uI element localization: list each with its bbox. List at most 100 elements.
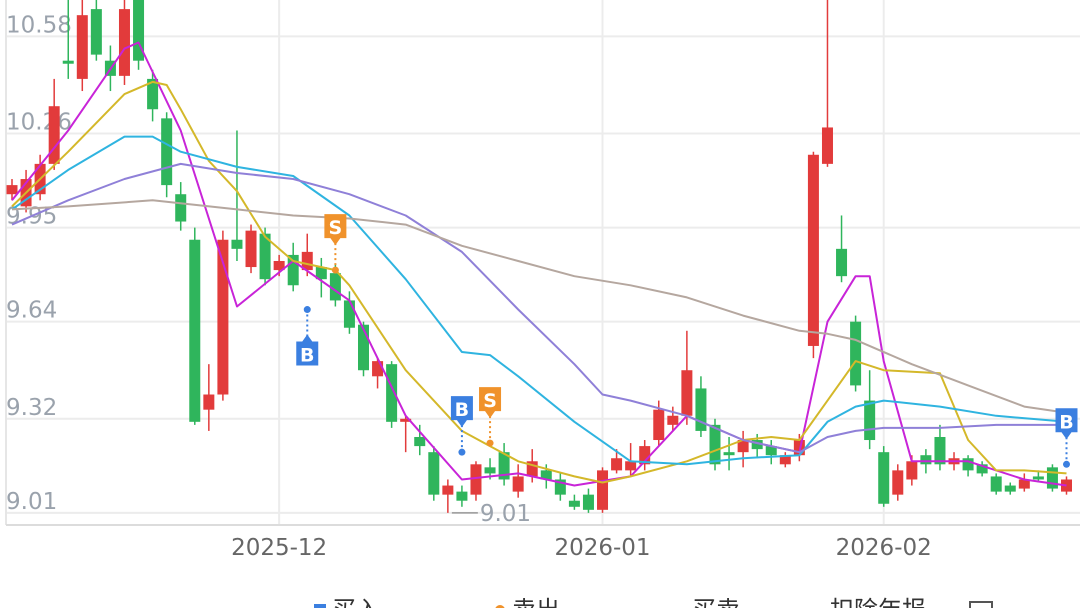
marker-label: B [300, 345, 314, 367]
average-line [11, 80, 1067, 484]
trade-marker: S [479, 387, 502, 447]
legend-label: 买卖 [692, 596, 740, 608]
candle-body [878, 452, 890, 504]
candle [1061, 476, 1072, 495]
legend-label: 扣除年报 [830, 596, 926, 608]
candle-body [526, 461, 538, 477]
candle-body [1004, 485, 1016, 492]
candle [287, 242, 299, 292]
marker-dot [331, 266, 339, 274]
candle [161, 112, 173, 198]
marker-badge [479, 387, 502, 419]
average-line [11, 41, 1067, 487]
candle-body [442, 485, 454, 495]
candle-body [779, 455, 791, 465]
candle-body [6, 185, 18, 195]
legend-item: 买卖 [692, 596, 740, 608]
candle-body [962, 458, 974, 471]
grid-layer [6, 0, 1080, 525]
candle-body [1061, 479, 1072, 492]
average-line [11, 135, 1067, 466]
candle [442, 479, 454, 513]
candle [203, 364, 215, 431]
candle [6, 179, 18, 201]
candle [611, 449, 623, 474]
candle [20, 169, 32, 213]
candle-body [737, 440, 749, 453]
candle [878, 446, 890, 507]
y-tick-label: 10.26 [6, 110, 72, 136]
candle [934, 424, 946, 471]
candle-body [133, 0, 145, 61]
candle [639, 440, 651, 471]
candle [414, 424, 426, 456]
candle-body [807, 154, 819, 346]
candle [864, 370, 876, 450]
candle-body [217, 239, 229, 395]
marker-label: S [329, 217, 343, 239]
marker-badge [1055, 408, 1078, 440]
candle [681, 330, 693, 425]
legend-icon [314, 604, 326, 608]
candle-body [484, 467, 496, 474]
candle-body [90, 9, 102, 55]
legend-icon [969, 601, 993, 608]
candle [245, 224, 257, 274]
candle-body [765, 446, 777, 456]
marker-dot [458, 448, 466, 456]
candle [723, 436, 735, 471]
candle [990, 473, 1002, 495]
legend-label: 卖出 [512, 596, 560, 608]
candle [779, 452, 791, 468]
candle [301, 233, 313, 277]
candle [962, 455, 974, 477]
candle-body [582, 494, 594, 510]
candle [568, 494, 580, 510]
candle-body [920, 455, 932, 465]
candle [892, 464, 904, 501]
candle-body [175, 194, 187, 222]
candle-body [976, 464, 988, 474]
marker-dot [486, 439, 494, 447]
marker-badge [324, 214, 347, 246]
legend-item: 卖出 [495, 596, 560, 608]
trade-marker: B [296, 306, 319, 367]
marker-label: B [455, 399, 469, 421]
candle [428, 446, 440, 501]
candle-body [329, 273, 341, 301]
candle-body [161, 118, 173, 186]
candle-body [597, 470, 609, 510]
candle-body [906, 461, 918, 480]
trade-marker: B [450, 396, 473, 456]
candle [695, 376, 707, 437]
candle [62, 0, 74, 79]
candle-body [1032, 476, 1044, 480]
y-tick-label: 9.32 [6, 395, 57, 421]
candle-body [358, 324, 369, 371]
marker-label: B [1059, 411, 1073, 433]
candle [765, 440, 777, 465]
average-line [11, 162, 1067, 454]
candle [76, 0, 88, 92]
candle [625, 443, 637, 477]
candle-body [723, 452, 735, 456]
candle [48, 78, 60, 170]
candle-body [315, 267, 327, 280]
candle [512, 464, 524, 498]
candle-body [639, 446, 651, 465]
legend-icon [495, 605, 505, 608]
x-tick-label: 2026-02 [836, 535, 932, 561]
candle-body [147, 78, 159, 110]
candle [175, 182, 187, 231]
candle [836, 215, 848, 283]
legend-item: 扣除年报 [830, 596, 993, 608]
candle-body [793, 440, 805, 456]
candle-body [681, 370, 693, 416]
marker-badge [296, 334, 319, 366]
candle-body [414, 436, 426, 447]
candle [217, 230, 229, 401]
candle-body [821, 127, 833, 164]
legend-item: 买入 [314, 596, 380, 608]
